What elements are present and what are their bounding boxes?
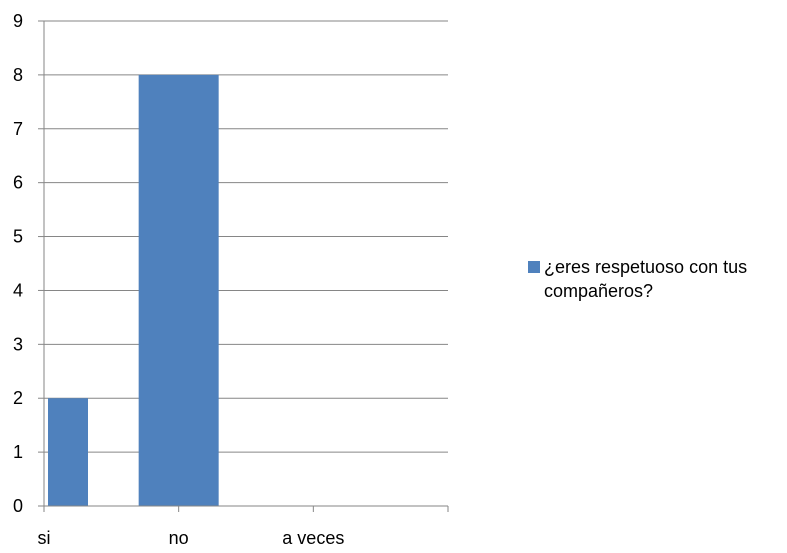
y-tick-label: 2 xyxy=(13,388,23,408)
bars xyxy=(48,74,219,506)
legend-label: ¿eres respetuoso con tus compañeros? xyxy=(544,257,748,301)
y-tick-label: 5 xyxy=(13,227,23,247)
legend-swatch xyxy=(528,261,540,273)
bar-no xyxy=(138,74,219,506)
y-tick-label: 9 xyxy=(13,11,23,31)
y-tick-label: 8 xyxy=(13,65,23,85)
y-tick-label: 3 xyxy=(13,334,23,354)
x-tick-label: no xyxy=(169,528,189,548)
axes xyxy=(38,20,449,512)
y-tick-label: 0 xyxy=(13,496,23,516)
bar-si xyxy=(48,398,88,506)
x-tick-labels: si no a veces xyxy=(38,528,345,548)
y-tick-label: 6 xyxy=(13,173,23,193)
y-tick-labels: 0 1 2 3 4 5 6 7 8 9 xyxy=(13,11,23,516)
y-tick-label: 1 xyxy=(13,442,23,462)
x-tick-label: si xyxy=(38,528,51,548)
gridlines xyxy=(44,20,448,453)
y-tick-label: 4 xyxy=(13,280,23,300)
y-tick-label: 7 xyxy=(13,119,23,139)
legend: ¿eres respetuoso con tus compañeros? xyxy=(528,255,778,303)
x-tick-label: a veces xyxy=(282,528,344,548)
